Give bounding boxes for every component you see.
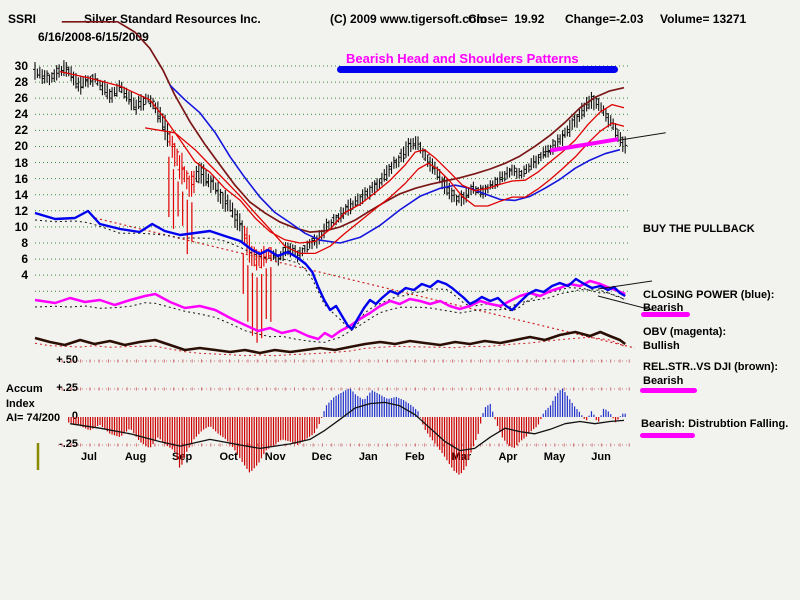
rel-str-underline	[640, 388, 697, 393]
close-value: Close= 19.92	[468, 12, 545, 26]
accum-label-line2: Index	[6, 398, 35, 410]
month-label: Feb	[405, 451, 425, 463]
distribution-underline	[640, 433, 695, 438]
obv-state: Bullish	[643, 340, 680, 352]
closing-power-state: Bearish	[643, 302, 684, 314]
month-label: Mar	[451, 451, 472, 463]
month-label: Aug	[124, 451, 147, 463]
price-axis-tick: 4	[21, 268, 28, 283]
copyright-text: (C) 2009 www.tigersoft.com	[330, 12, 487, 26]
closing-power-underline	[641, 312, 690, 317]
month-label: Dec	[311, 451, 332, 463]
price-axis-tick: 28	[14, 75, 28, 90]
ai-axis-tick: +.25	[56, 382, 78, 394]
accum-label-line1: Accum	[6, 383, 43, 395]
month-label: Oct	[219, 451, 238, 463]
rel-str-label: REL.STR..VS DJI (brown):	[643, 361, 779, 373]
price-axis-tick: 6	[21, 252, 28, 267]
price-axis-tick: 16	[14, 171, 28, 186]
chart-title: Bearish Head and Shoulders Patterns	[343, 51, 582, 66]
price-axis-tick: 18	[14, 155, 28, 170]
price-axis-tick: 24	[14, 107, 28, 122]
title-underline-bar	[337, 66, 618, 73]
rel-str-state: Bearish	[643, 375, 684, 387]
distribution-note: Bearish: Distrubtion Falling.	[641, 418, 789, 430]
price-axis-tick: 30	[14, 59, 28, 73]
buy-pullback-note: BUY THE PULLBACK	[643, 223, 755, 235]
price-axis-tick: 26	[14, 91, 28, 106]
month-label: Nov	[264, 451, 286, 463]
price-axis-tick: 10	[14, 219, 28, 234]
date-range: 6/16/2008-6/15/2009	[38, 30, 149, 44]
month-label: May	[543, 451, 566, 463]
volume-value: Volume= 13271	[660, 12, 747, 26]
ai-axis-tick: +.50	[56, 354, 78, 366]
month-label: Jul	[81, 451, 97, 463]
price-axis-tick: 14	[14, 187, 28, 202]
price-axis-tick: 8	[21, 235, 28, 250]
month-label: Jun	[591, 451, 611, 463]
price-axis-tick: 22	[14, 123, 28, 138]
month-label: Apr	[498, 451, 518, 463]
ticker-symbol: SSRI	[8, 12, 37, 26]
price-axis-tick: 12	[14, 203, 28, 218]
month-label: Sep	[172, 451, 193, 463]
closing-power-label: CLOSING POWER (blue):	[643, 289, 775, 301]
price-axis-tick: 20	[14, 139, 28, 154]
ai-axis-tick: -.25	[59, 438, 78, 450]
company-name: Silver Standard Resources Inc.	[84, 12, 261, 26]
month-label: Jan	[358, 451, 378, 463]
accum-ai-ratio: AI= 74/200	[6, 412, 61, 424]
obv-label: OBV (magenta):	[643, 326, 727, 338]
change-value: Change=-2.03	[565, 12, 644, 26]
